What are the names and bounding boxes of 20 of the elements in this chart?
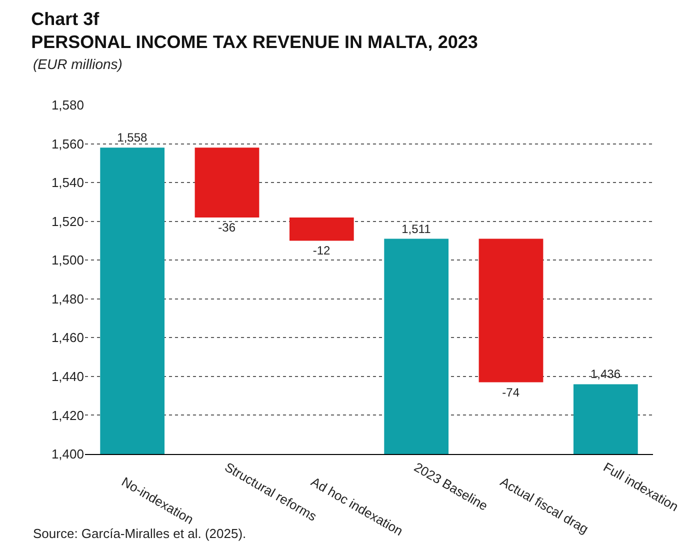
y-tick-label: 1,440 <box>51 368 84 384</box>
y-tick-label: 1,540 <box>51 175 84 190</box>
y-tick-label: 1,520 <box>51 214 84 229</box>
y-axis-title: (EUR millions) <box>33 56 122 72</box>
y-tick-label: 1,420 <box>51 408 84 423</box>
data-label: 1,511 <box>402 222 432 236</box>
y-tick-label: 1,560 <box>51 136 84 152</box>
data-label: -36 <box>218 220 236 234</box>
data-label: 1,436 <box>590 367 621 382</box>
data-label: -12 <box>312 244 330 258</box>
source-note: Source: García-Miralles et al. (2025). <box>33 526 246 541</box>
chart-subtitle: PERSONAL INCOME TAX REVENUE IN MALTA, 2023 <box>31 32 478 52</box>
data-label: -74 <box>502 385 520 400</box>
y-tick-label: 1,400 <box>51 446 84 462</box>
y-tick-label: 1,460 <box>51 330 84 346</box>
chart-title: Chart 3f <box>31 8 100 29</box>
y-tick-label: 1,500 <box>51 252 84 268</box>
data-label: 1,558 <box>117 130 148 145</box>
y-tick-label: 1,480 <box>51 291 84 306</box>
y-tick-label: 1,580 <box>51 98 84 113</box>
